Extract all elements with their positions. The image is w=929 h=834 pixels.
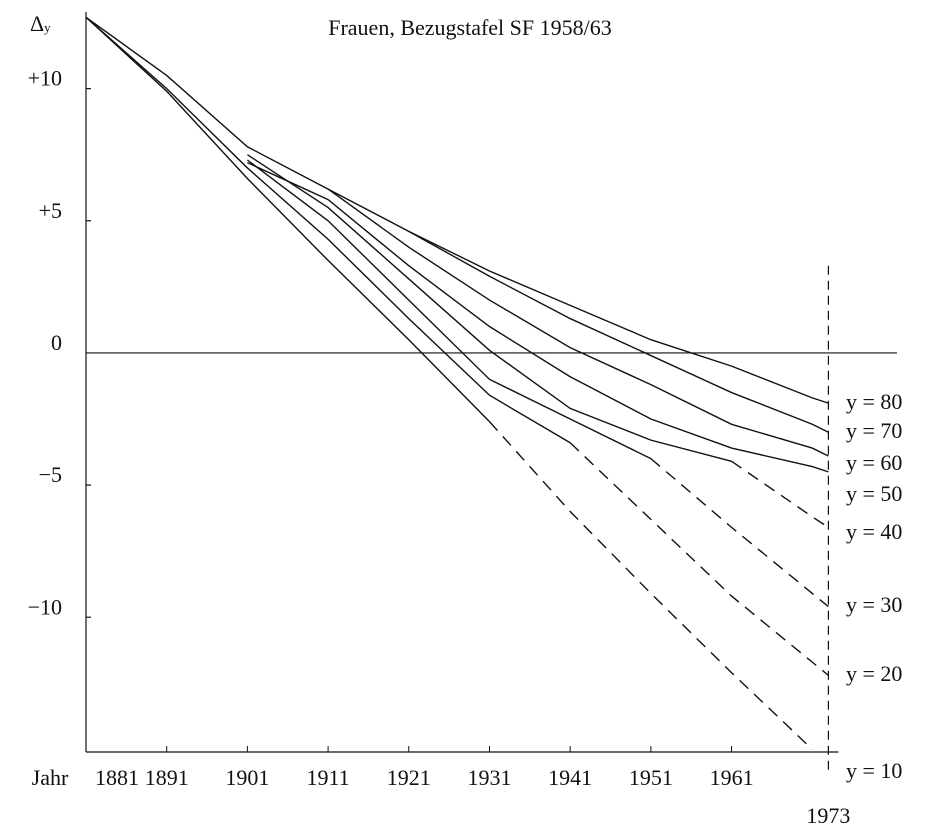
x-tick-label: 1941	[548, 765, 592, 790]
series-line	[85, 16, 829, 404]
y-tick-label: −5	[39, 462, 62, 487]
series-label: y = 60	[846, 450, 902, 475]
y-tick-label: −10	[28, 594, 62, 619]
y-axis-symbol: Δ	[30, 11, 44, 36]
x-tick-label: 1881	[95, 765, 139, 790]
y-axis-label: Δy	[30, 11, 51, 36]
x-axis-label: Jahr	[32, 765, 69, 790]
chart-title: Frauen, Bezugstafel SF 1958/63	[328, 15, 612, 40]
series-line	[408, 230, 829, 433]
projection-line	[731, 460, 829, 528]
x-tick-label: 1901	[225, 765, 269, 790]
x-tick-label: 1951	[629, 765, 673, 790]
x-tick-label: 1961	[710, 765, 754, 790]
y-tick-label: 0	[51, 330, 62, 355]
x-tick-label: 1931	[467, 765, 511, 790]
series-line	[247, 154, 732, 462]
y-tick-label: +5	[39, 198, 62, 223]
series-label: y = 40	[846, 519, 902, 544]
projection-line	[650, 458, 829, 608]
series-line	[85, 16, 571, 444]
y-axis-subscript: y	[44, 20, 51, 35]
y-tick-label: +10	[28, 66, 62, 91]
projection-line	[569, 442, 829, 676]
series-line	[85, 16, 490, 423]
series-line	[247, 162, 829, 473]
series-label: y = 50	[846, 481, 902, 506]
series-label: y = 80	[846, 389, 902, 414]
series-label: y = 70	[846, 418, 902, 443]
x-tick-label: 1973	[806, 803, 850, 828]
series-line	[327, 188, 829, 457]
x-tick-label: 1921	[387, 765, 431, 790]
x-tick-label: 1911	[306, 765, 349, 790]
x-tick-label: 1891	[145, 765, 189, 790]
projection-line	[488, 421, 813, 750]
series-label: y = 30	[846, 592, 902, 617]
series-line	[246, 159, 652, 460]
series-label: y = 20	[846, 661, 902, 686]
series-label: y = 10	[846, 758, 902, 783]
